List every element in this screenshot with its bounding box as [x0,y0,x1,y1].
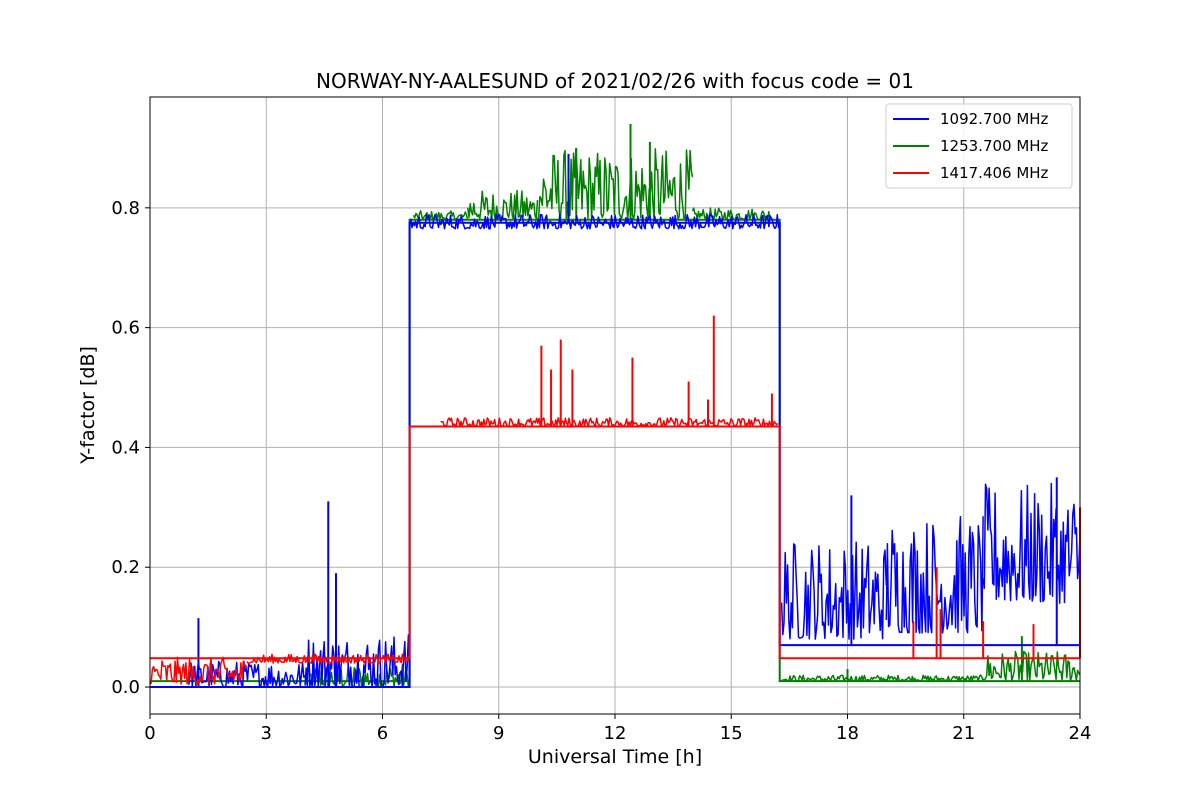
x-tick-label: 18 [836,723,859,744]
legend-label: 1092.700 MHz [940,110,1049,128]
x-tick-label: 12 [604,723,627,744]
series-noise [440,416,779,428]
y-tick-label: 0.8 [111,198,140,219]
series-noise [983,650,1081,682]
legend-box [885,103,1073,189]
x-tick-label: 3 [261,723,272,744]
series-layer [149,123,1081,688]
y-tick-label: 0.6 [111,318,140,339]
y-tick-label: 0.4 [111,437,140,458]
series-noise [885,516,984,634]
chart-title: NORWAY-NY-AALESUND of 2021/02/26 with fo… [316,69,914,93]
legend: 1092.700 MHz 1253.700 MHz 1417.406 MHz [885,103,1073,189]
series-noise [412,210,469,221]
series-noise [304,634,411,688]
y-tick-label: 0.2 [111,557,140,578]
y-axis: 0.0 0.2 0.4 0.6 0.8 [111,198,150,698]
series-noise [536,148,694,221]
x-tick-label: 15 [720,723,743,744]
series-noise [982,482,1081,604]
x-axis: 0 3 6 9 12 15 18 21 24 [144,714,1091,744]
series-noise [408,213,781,230]
legend-label: 1417.406 MHz [940,164,1049,182]
legend-label: 1253.700 MHz [940,137,1049,155]
x-tick-label: 9 [493,723,504,744]
x-tick-label: 24 [1069,723,1092,744]
series-noise [691,207,771,221]
x-axis-label: Universal Time [h] [528,746,702,768]
y-tick-label: 0.0 [111,677,140,698]
series-noise [246,653,411,664]
x-tick-label: 6 [377,723,388,744]
series-noise [781,674,984,682]
series-0 [150,153,1081,688]
x-tick-label: 21 [952,723,975,744]
y-axis-label: Y-factor [dB] [77,346,99,465]
x-tick-label: 0 [144,723,155,744]
series-noise [149,656,248,685]
series-noise [780,541,888,640]
